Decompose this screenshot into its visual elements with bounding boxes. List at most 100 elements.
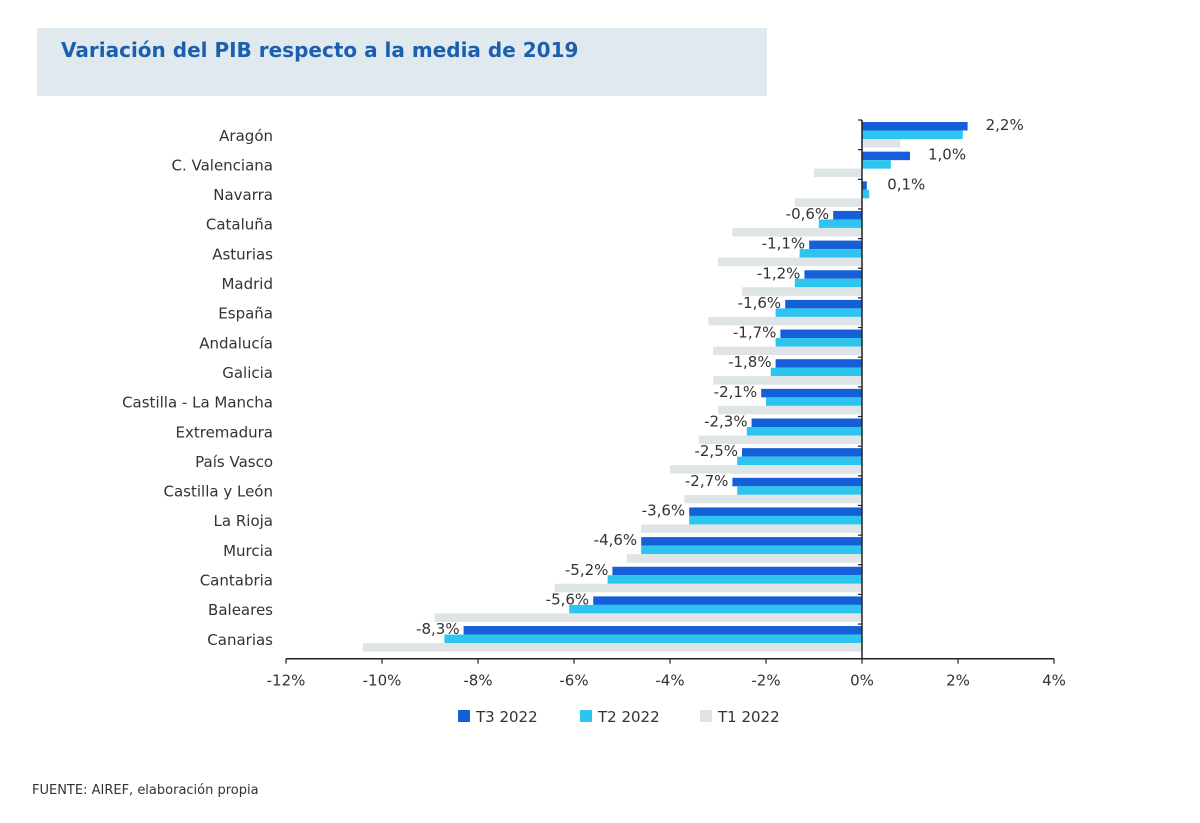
bar-t1-2022 [742, 287, 862, 296]
bar-t1-2022 [684, 494, 862, 504]
bar-t2-2022 [775, 308, 862, 317]
data-label: -5,6% [546, 590, 590, 608]
category-label: Navarra [213, 186, 273, 204]
x-tick-label: -8% [463, 672, 492, 690]
bar-t3-2022 [641, 537, 862, 546]
bar-t1-2022 [641, 524, 862, 533]
bar-t1-2022 [718, 405, 862, 415]
category-label: Galicia [222, 364, 273, 382]
bar-t2-2022 [569, 604, 862, 614]
category-label: Castilla - La Mancha [122, 394, 273, 412]
bar-t3-2022 [785, 299, 862, 309]
bar-t2-2022 [862, 130, 963, 139]
bar-t3-2022 [809, 240, 862, 250]
data-label: -2,3% [704, 413, 748, 431]
legend-swatch [700, 710, 712, 722]
bar-t3-2022 [862, 122, 968, 131]
category-label: España [218, 305, 273, 323]
bar-t3-2022 [612, 566, 862, 576]
x-tick-label: -10% [363, 672, 402, 690]
bar-t1-2022 [698, 435, 862, 444]
category-label: Andalucía [199, 334, 273, 352]
legend-swatch [580, 710, 592, 722]
data-label: -1,7% [733, 324, 777, 342]
bar-t3-2022 [593, 596, 862, 605]
category-label: Cataluña [206, 216, 273, 234]
bar-t1-2022 [670, 465, 862, 474]
x-tick-label: 4% [1042, 672, 1066, 690]
bar-t1-2022 [713, 346, 862, 356]
bar-t2-2022 [862, 160, 891, 169]
bar-t3-2022 [463, 626, 862, 635]
data-label: -1,2% [757, 264, 801, 282]
data-label: -0,6% [786, 205, 830, 223]
data-label: 1,0% [928, 146, 966, 164]
bar-t2-2022 [799, 249, 862, 258]
category-label: Castilla y León [164, 483, 273, 501]
x-tick-label: 0% [850, 672, 874, 690]
legend-swatch [458, 710, 470, 722]
data-label: -1,1% [762, 235, 806, 253]
bar-t3-2022 [742, 448, 862, 457]
bar-t3-2022 [775, 359, 862, 368]
data-label: -1,6% [738, 294, 782, 312]
bar-t1-2022 [814, 168, 862, 178]
data-label: -5,2% [565, 561, 609, 579]
bar-t3-2022 [761, 388, 862, 398]
bar-t2-2022 [746, 427, 862, 436]
category-label: Extremadura [176, 423, 274, 441]
bar-t2-2022 [737, 486, 862, 495]
data-label: -2,7% [685, 472, 729, 490]
bar-t1-2022 [713, 376, 862, 385]
bar-t3-2022 [862, 151, 910, 161]
bar-t3-2022 [732, 477, 862, 487]
data-label: -4,6% [594, 531, 638, 549]
category-label: País Vasco [195, 453, 273, 471]
data-label: -2,5% [694, 442, 738, 460]
x-tick-label: -4% [655, 672, 684, 690]
bar-t1-2022 [794, 198, 862, 207]
bar-t2-2022 [862, 189, 870, 199]
legend-label: T1 2022 [717, 708, 780, 726]
data-label: -3,6% [642, 501, 686, 519]
data-label: 0,1% [887, 175, 925, 193]
bar-t2-2022 [689, 515, 862, 525]
category-label: La Rioja [214, 512, 273, 530]
bar-t1-2022 [626, 554, 862, 563]
bar-t2-2022 [818, 219, 862, 228]
category-label: Murcia [223, 542, 273, 560]
bar-t1-2022 [862, 139, 901, 148]
category-label: Canarias [207, 631, 273, 649]
title-box: Variación del PIB respecto a la media de… [37, 28, 767, 96]
bar-t2-2022 [444, 634, 862, 644]
bar-t2-2022 [770, 367, 862, 377]
category-label: Baleares [208, 601, 273, 619]
bar-t1-2022 [718, 257, 862, 267]
x-tick-label: -6% [559, 672, 588, 690]
x-tick-label: -12% [267, 672, 306, 690]
bar-t1-2022 [362, 643, 862, 652]
chart-title: Variación del PIB respecto a la media de… [61, 38, 579, 62]
bar-t2-2022 [607, 575, 862, 584]
bar-t1-2022 [554, 583, 862, 593]
bar-t3-2022 [804, 270, 862, 279]
legend-label: T3 2022 [475, 708, 538, 726]
category-label: Madrid [221, 275, 273, 293]
data-label: -1,8% [728, 353, 772, 371]
category-label: Asturias [212, 245, 273, 263]
data-label: 2,2% [986, 116, 1024, 134]
x-tick-label: 2% [946, 672, 970, 690]
source-note: FUENTE: AIREF, elaboración propia [32, 783, 259, 798]
category-label: Cantabria [200, 572, 273, 590]
category-label: C. Valenciana [171, 156, 273, 174]
bar-t2-2022 [641, 545, 862, 555]
category-label: Aragón [219, 127, 273, 145]
bar-t3-2022 [780, 329, 862, 339]
bar-t2-2022 [775, 338, 862, 347]
legend-label: T2 2022 [597, 708, 660, 726]
data-label: -2,1% [714, 383, 758, 401]
bar-t1-2022 [434, 613, 862, 622]
bar-t1-2022 [732, 227, 862, 237]
